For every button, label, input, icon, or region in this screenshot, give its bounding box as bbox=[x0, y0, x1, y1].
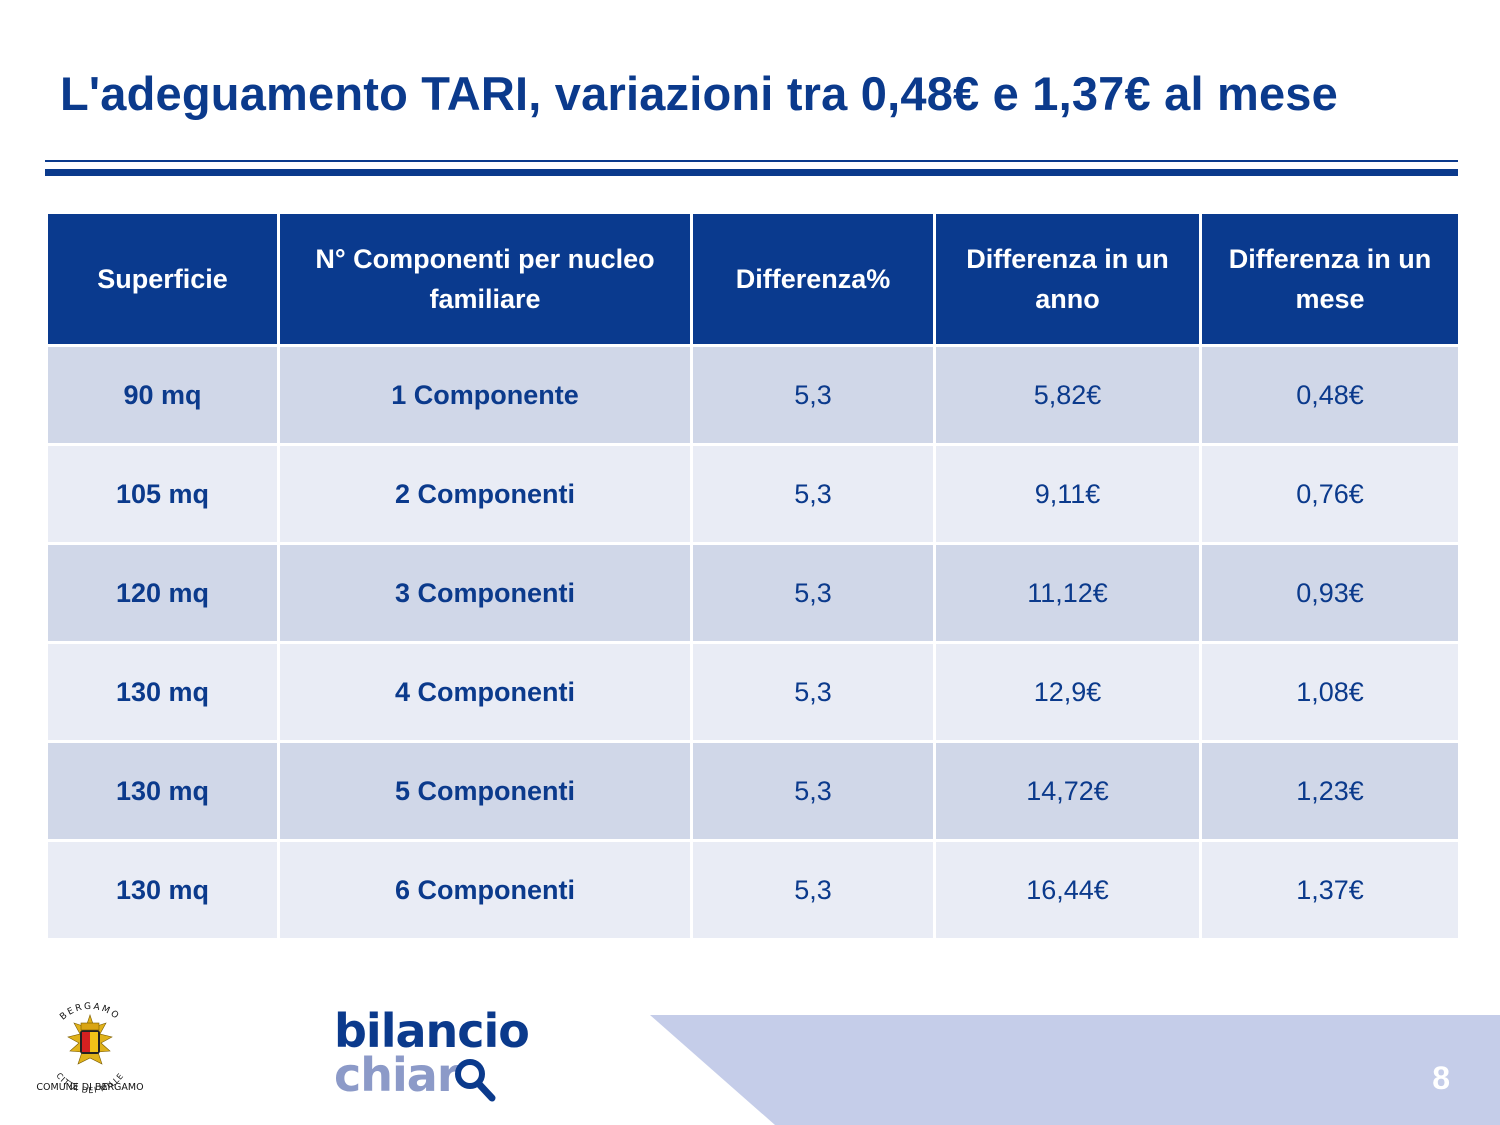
cell-superficie: 120 mq bbox=[45, 542, 280, 644]
footer-band bbox=[650, 1015, 1500, 1125]
header-superficie: Superficie bbox=[45, 211, 280, 347]
cell-differenza-percent: 5,3 bbox=[690, 641, 936, 743]
logo-chiaro: chiar bbox=[334, 1048, 460, 1102]
table-row: 130 mq 6 Componenti 5,3 16,44€ 1,37€ bbox=[45, 839, 1461, 941]
table-row: 130 mq 4 Componenti 5,3 12,9€ 1,08€ bbox=[45, 641, 1461, 743]
title-rule-thick bbox=[45, 169, 1458, 176]
magnifier-icon bbox=[455, 1059, 496, 1102]
cell-superficie: 90 mq bbox=[45, 344, 280, 446]
page-number: 8 bbox=[1432, 1060, 1450, 1096]
cell-differenza-percent: 5,3 bbox=[690, 740, 936, 842]
cell-differenza-mese: 0,48€ bbox=[1199, 344, 1461, 446]
cell-superficie: 130 mq bbox=[45, 641, 280, 743]
cell-componenti: 1 Componente bbox=[277, 344, 693, 446]
header-componenti: N° Componenti per nucleo familiare bbox=[277, 211, 693, 347]
cell-componenti: 5 Componenti bbox=[277, 740, 693, 842]
tari-table: Superficie N° Componenti per nucleo fami… bbox=[45, 211, 1461, 941]
header-differenza-anno: Differenza in un anno bbox=[933, 211, 1202, 347]
cell-differenza-anno: 5,82€ bbox=[933, 344, 1202, 446]
cell-componenti: 4 Componenti bbox=[277, 641, 693, 743]
table-row: 105 mq 2 Componenti 5,3 9,11€ 0,76€ bbox=[45, 443, 1461, 545]
cell-differenza-anno: 14,72€ bbox=[933, 740, 1202, 842]
cell-differenza-mese: 1,37€ bbox=[1199, 839, 1461, 941]
crest-caption: COMUNE DI BERGAMO bbox=[36, 1082, 144, 1093]
cell-differenza-anno: 16,44€ bbox=[933, 839, 1202, 941]
cell-differenza-anno: 9,11€ bbox=[933, 443, 1202, 545]
header-differenza-mese: Differenza in un mese bbox=[1199, 211, 1461, 347]
cell-differenza-percent: 5,3 bbox=[690, 542, 936, 644]
cell-superficie: 105 mq bbox=[45, 443, 280, 545]
cell-differenza-percent: 5,3 bbox=[690, 344, 936, 446]
cell-differenza-mese: 0,93€ bbox=[1199, 542, 1461, 644]
cell-componenti: 6 Componenti bbox=[277, 839, 693, 941]
cell-differenza-anno: 12,9€ bbox=[933, 641, 1202, 743]
logo-bilancio: bilancio bbox=[334, 1004, 530, 1058]
table-row: 90 mq 1 Componente 5,3 5,82€ 0,48€ bbox=[45, 344, 1461, 446]
slide-title: L'adeguamento TARI, variazioni tra 0,48€… bbox=[60, 67, 1338, 120]
cell-differenza-mese: 0,76€ bbox=[1199, 443, 1461, 545]
cell-superficie: 130 mq bbox=[45, 839, 280, 941]
table-row: 120 mq 3 Componenti 5,3 11,12€ 0,93€ bbox=[45, 542, 1461, 644]
cell-differenza-percent: 5,3 bbox=[690, 443, 936, 545]
cell-differenza-anno: 11,12€ bbox=[933, 542, 1202, 644]
comune-bergamo-crest-icon: BERGAMO CITTÀ DEI MILLE bbox=[54, 1002, 124, 1095]
title-rule-thin bbox=[45, 160, 1458, 162]
header-differenza-percent: Differenza% bbox=[690, 211, 936, 347]
table-header-row: Superficie N° Componenti per nucleo fami… bbox=[45, 211, 1461, 347]
cell-differenza-percent: 5,3 bbox=[690, 839, 936, 941]
cell-componenti: 2 Componenti bbox=[277, 443, 693, 545]
cell-superficie: 130 mq bbox=[45, 740, 280, 842]
table-row: 130 mq 5 Componenti 5,3 14,72€ 1,23€ bbox=[45, 740, 1461, 842]
cell-differenza-mese: 1,23€ bbox=[1199, 740, 1461, 842]
cell-componenti: 3 Componenti bbox=[277, 542, 693, 644]
cell-differenza-mese: 1,08€ bbox=[1199, 641, 1461, 743]
